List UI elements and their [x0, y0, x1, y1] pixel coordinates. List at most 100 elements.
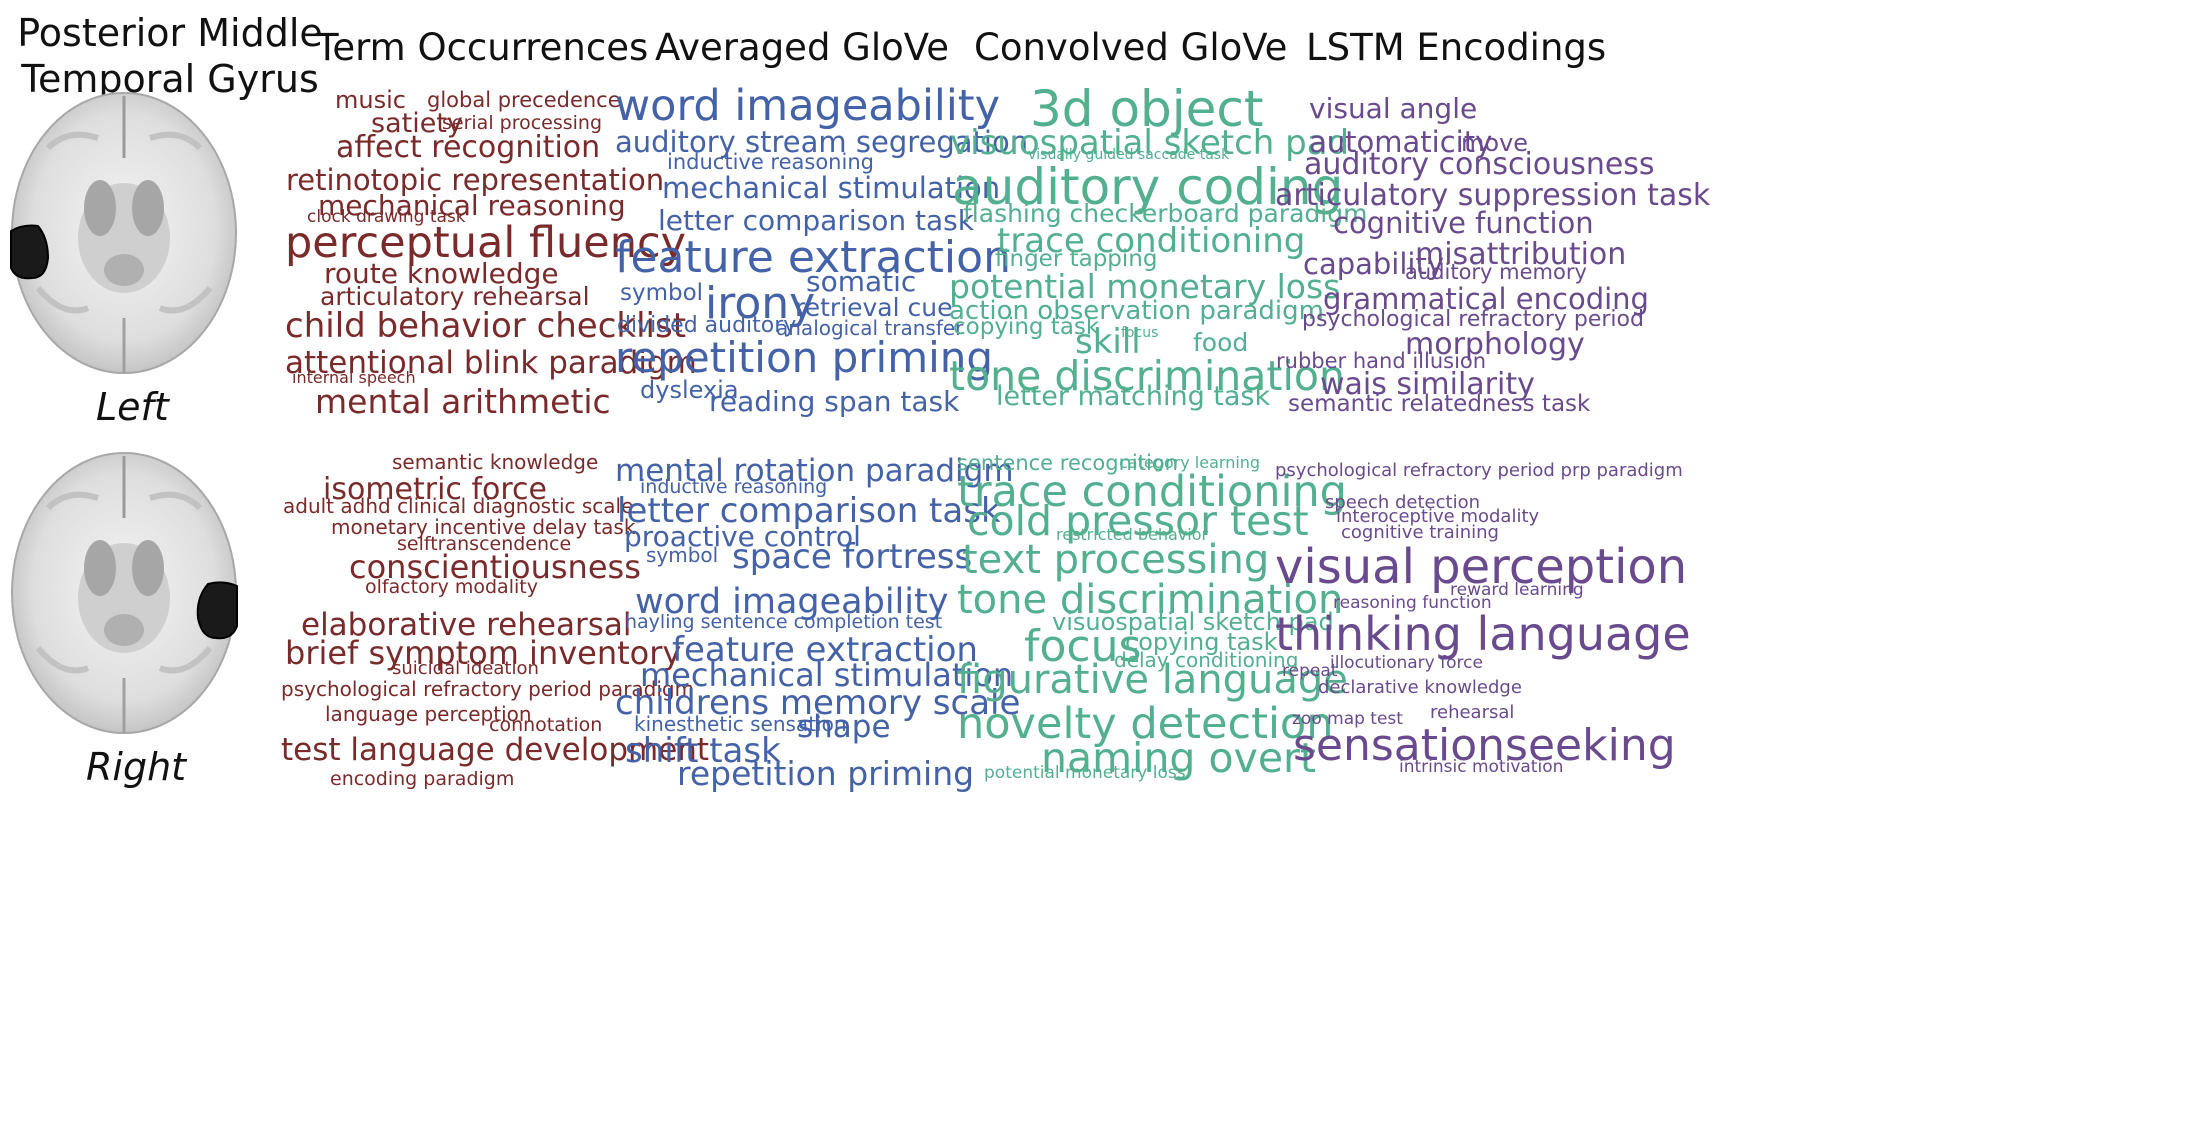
column-title-averaged-glove: Averaged GloVe [655, 26, 949, 69]
word-cloud-term: focus [1024, 621, 1142, 672]
column-title-convolved-glove: Convolved GloVe [974, 26, 1288, 69]
word-cloud-term: music [335, 86, 406, 114]
brain-left-image [10, 92, 237, 374]
word-cloud-term: food [1193, 328, 1249, 357]
word-cloud-term: letter comparison task [658, 204, 974, 237]
word-cloud-term: sentence recognition [957, 451, 1178, 475]
word-cloud-term: articulatory suppression task [1275, 178, 1711, 213]
word-cloud-term: psychological refractory period [1302, 307, 1644, 332]
word-cloud-term: automaticity [1309, 125, 1493, 159]
hemisphere-label-left: Left [96, 385, 169, 429]
word-cloud-term: hayling sentence completion test [625, 611, 943, 633]
word-cloud-term: cold pressor test [967, 497, 1309, 545]
word-cloud-term: connotation [489, 714, 603, 736]
word-cloud-term: naming overt [1041, 734, 1316, 782]
word-cloud-term: interoceptive modality [1336, 506, 1540, 527]
region-title-line1: Posterior Middle [17, 11, 323, 55]
word-cloud-term: delay conditioning [1114, 648, 1299, 672]
word-cloud-term: clock drawing task [307, 207, 466, 227]
word-cloud-term: letter matching task [996, 381, 1271, 412]
word-cloud-term: wais similarity [1320, 367, 1535, 402]
hemisphere-label-right: Right [86, 745, 187, 789]
region-title: Posterior Middle Temporal Gyrus [0, 10, 340, 102]
word-cloud-term: figurative language [957, 657, 1348, 703]
word-cloud-term: shape [797, 709, 891, 745]
word-cloud-term: focus [1121, 325, 1159, 341]
word-cloud-term: visual perception [1275, 539, 1688, 595]
word-cloud-term: psychological refractory period paradigm [281, 677, 695, 701]
word-cloud-term: dyslexia [640, 376, 739, 404]
word-cloud-term: attentional blink paradigm [285, 345, 697, 381]
word-cloud-term: suicidal ideation [392, 658, 539, 679]
word-cloud-term: affect recognition [336, 130, 601, 165]
word-cloud-term: conscientiousness [349, 548, 641, 586]
word-cloud-term: symbol [620, 280, 704, 306]
word-cloud-term: reading span task [709, 385, 960, 418]
word-cloud-term: global precedence [427, 88, 621, 112]
brain-right-image [11, 452, 238, 734]
word-cloud-term: mechanical reasoning [318, 189, 626, 222]
word-cloud-term: cognitive function [1333, 206, 1594, 240]
word-cloud-term: adult adhd clinical diagnostic scale [283, 494, 634, 518]
word-cloud-term: rehearsal [1430, 702, 1515, 723]
word-cloud-term: auditory coding [952, 158, 1344, 216]
word-cloud-term: copying task [1125, 628, 1278, 656]
word-cloud-term: perceptual fluency [285, 218, 687, 268]
word-cloud-term: visual angle [1309, 92, 1478, 125]
word-cloud-term: auditory stream segregation [615, 125, 1029, 159]
word-cloud-term: letter comparison task [617, 491, 1001, 531]
word-cloud-term: feature extraction [615, 232, 1011, 283]
word-cloud-term: elaborative rehearsal [301, 607, 632, 643]
word-cloud-term: tone discrimination [957, 577, 1344, 623]
word-cloud-term: tone discrimination [949, 352, 1345, 400]
word-cloud-term: shift task [625, 731, 781, 771]
word-cloud-term: proactive control [624, 520, 861, 553]
word-cloud-term: repetition priming [677, 754, 975, 793]
word-cloud-term: trace conditioning [997, 221, 1306, 261]
word-cloud-term: irony [705, 278, 816, 329]
word-cloud-term: monetary incentive delay task [331, 515, 636, 539]
word-cloud-term: move [1461, 129, 1529, 157]
word-cloud-term: word imageability [635, 582, 949, 622]
word-cloud-term: test language development [281, 732, 710, 768]
word-cloud-term: speech detection [1325, 492, 1480, 513]
word-cloud-term: mechanical stimulation [662, 171, 1001, 205]
word-cloud-term: repetition priming [615, 333, 994, 382]
word-cloud-term: space fortress [732, 537, 973, 577]
word-cloud-term: reasoning function [1333, 593, 1492, 613]
region-title-line2: Temporal Gyrus [21, 57, 319, 101]
word-cloud-term: child behavior checklist [285, 306, 687, 346]
word-cloud-term: retrieval cue [795, 293, 953, 322]
word-cloud-term: 3d object [1030, 80, 1264, 138]
word-cloud-term: selftranscendence [397, 533, 572, 555]
word-cloud-term: internal speech [292, 368, 416, 387]
word-cloud-term: cognitive training [1341, 522, 1499, 543]
word-cloud-term: declarative knowledge [1318, 677, 1522, 698]
word-cloud-term: mental rotation paradigm [615, 453, 1014, 489]
word-cloud-term: inductive reasoning [640, 476, 828, 498]
word-cloud-term: reward learning [1450, 580, 1584, 600]
word-cloud-term: auditory consciousness [1304, 147, 1655, 182]
word-cloud-term: action observation paradigm [949, 296, 1324, 326]
word-cloud-term: inductive reasoning [667, 150, 874, 174]
word-cloud-term: capability [1303, 247, 1445, 281]
word-cloud-term: zoo map test [1292, 709, 1403, 729]
word-cloud-term: semantic relatedness task [1288, 391, 1591, 417]
word-cloud-term: encoding paradigm [330, 768, 515, 790]
word-cloud-term: symbol [646, 543, 719, 567]
word-cloud-term: restricted behavior [1056, 525, 1209, 544]
column-title-lstm-encodings: LSTM Encodings [1306, 26, 1607, 69]
word-cloud-term: category learning [1119, 453, 1261, 472]
word-cloud-term: novelty detection [957, 699, 1334, 749]
word-cloud-term: articulatory rehearsal [320, 282, 590, 311]
word-cloud-term: potential monetary loss [949, 267, 1341, 306]
word-cloud-term: kinesthetic sensation [634, 712, 847, 736]
word-cloud-term: mechanical stimulation [640, 656, 1014, 694]
word-cloud-term: analogical transfer [776, 316, 964, 340]
word-cloud-term: trace conditioning [957, 467, 1347, 517]
word-cloud-term: misattribution [1415, 237, 1627, 272]
word-cloud-term: retinotopic representation [286, 163, 665, 197]
word-cloud-term: psychological refractory period prp para… [1275, 460, 1683, 481]
word-cloud-term: rubber hand illusion [1276, 349, 1487, 373]
word-cloud-term: mental arithmetic [315, 382, 611, 421]
